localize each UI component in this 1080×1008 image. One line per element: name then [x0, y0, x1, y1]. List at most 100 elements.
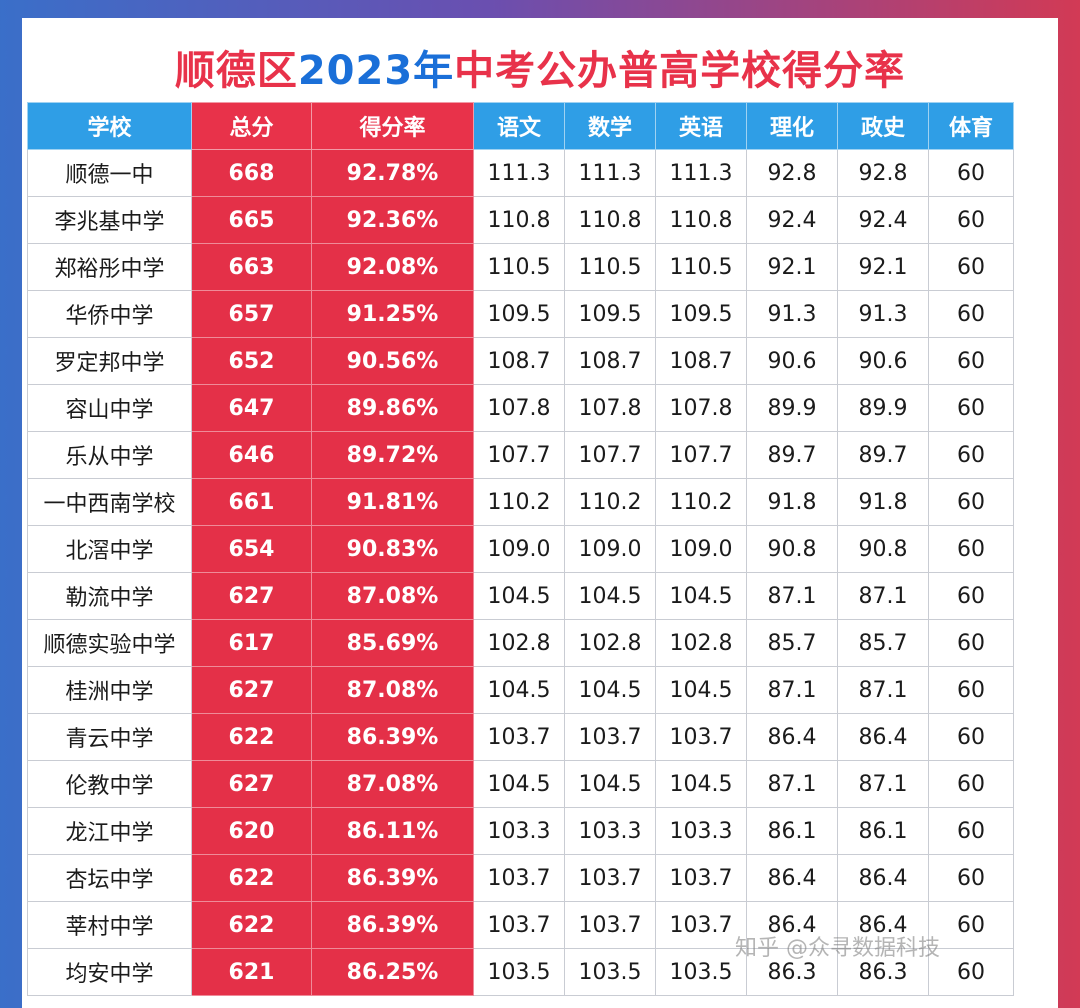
title-district: 顺德区 — [174, 48, 298, 94]
cell-total: 668 — [191, 149, 312, 197]
column-header-math: 数学 — [564, 102, 656, 150]
cell-politics: 92.8 — [837, 149, 929, 197]
table-row: 勒流中学 627 87.08% 104.5 104.5 104.5 87.1 87.1 60 — [27, 572, 1014, 620]
cell-math: 103.5 — [564, 948, 656, 996]
cell-politics: 89.9 — [837, 384, 929, 432]
cell-english: 109.5 — [655, 290, 747, 338]
cell-chinese: 103.3 — [473, 807, 565, 855]
table-row: 李兆基中学 665 92.36% 110.8 110.8 110.8 92.4 92.4 60 — [27, 196, 1014, 244]
cell-total: 654 — [191, 525, 312, 573]
cell-chinese: 102.8 — [473, 619, 565, 667]
cell-politics: 86.3 — [837, 948, 929, 996]
cell-politics: 87.1 — [837, 760, 929, 808]
cell-math: 103.7 — [564, 713, 656, 761]
cell-physchem: 86.4 — [746, 854, 838, 902]
cell-total: 647 — [191, 384, 312, 432]
cell-english: 104.5 — [655, 666, 747, 714]
cell-chinese: 107.7 — [473, 431, 565, 479]
cell-english: 103.3 — [655, 807, 747, 855]
cell-total: 646 — [191, 431, 312, 479]
cell-school: 均安中学 — [27, 948, 192, 996]
column-header-pe: 体育 — [928, 102, 1014, 150]
cell-math: 110.5 — [564, 243, 656, 291]
cell-chinese: 103.7 — [473, 854, 565, 902]
cell-politics: 89.7 — [837, 431, 929, 479]
title-year: 2023年 — [297, 48, 455, 94]
table-body: 顺德一中 668 92.78% 111.3 111.3 111.3 92.8 92.8 60 李兆… — [27, 149, 1014, 996]
cell-physchem: 89.9 — [746, 384, 838, 432]
table-header-row: 学校 总分 得分率 语文 数学 英语 理化 政史 体育 — [27, 102, 1014, 150]
cell-rate: 87.08% — [311, 760, 474, 808]
cell-math: 109.5 — [564, 290, 656, 338]
cell-pe: 60 — [928, 619, 1014, 667]
cell-pe: 60 — [928, 337, 1014, 385]
cell-chinese: 109.5 — [473, 290, 565, 338]
cell-chinese: 104.5 — [473, 760, 565, 808]
cell-physchem: 86.1 — [746, 807, 838, 855]
cell-politics: 85.7 — [837, 619, 929, 667]
cell-rate: 91.25% — [311, 290, 474, 338]
cell-rate: 85.69% — [311, 619, 474, 667]
cell-school: 北滘中学 — [27, 525, 192, 573]
cell-politics: 90.6 — [837, 337, 929, 385]
cell-chinese: 103.5 — [473, 948, 565, 996]
cell-chinese: 107.8 — [473, 384, 565, 432]
cell-school: 莘村中学 — [27, 901, 192, 949]
table-row: 罗定邦中学 652 90.56% 108.7 108.7 108.7 90.6 90.6 60 — [27, 337, 1014, 385]
cell-physchem: 91.8 — [746, 478, 838, 526]
cell-school: 勒流中学 — [27, 572, 192, 620]
cell-english: 111.3 — [655, 149, 747, 197]
cell-politics: 86.4 — [837, 854, 929, 902]
watermark: 知乎 @众寻数据科技 — [735, 936, 940, 961]
cell-total: 663 — [191, 243, 312, 291]
cell-english: 109.0 — [655, 525, 747, 573]
column-header-english: 英语 — [655, 102, 747, 150]
cell-school: 郑裕彤中学 — [27, 243, 192, 291]
cell-chinese: 110.5 — [473, 243, 565, 291]
column-header-total: 总分 — [191, 102, 312, 150]
cell-physchem: 86.4 — [746, 713, 838, 761]
cell-pe: 60 — [928, 149, 1014, 197]
cell-school: 顺德一中 — [27, 149, 192, 197]
cell-math: 110.2 — [564, 478, 656, 526]
cell-school: 顺德实验中学 — [27, 619, 192, 667]
cell-chinese: 110.2 — [473, 478, 565, 526]
cell-pe: 60 — [928, 478, 1014, 526]
cell-math: 108.7 — [564, 337, 656, 385]
table-row: 龙江中学 620 86.11% 103.3 103.3 103.3 86.1 86.1 60 — [27, 807, 1014, 855]
cell-math: 103.7 — [564, 901, 656, 949]
cell-pe: 60 — [928, 384, 1014, 432]
cell-english: 110.5 — [655, 243, 747, 291]
cell-chinese: 103.7 — [473, 713, 565, 761]
table-row: 青云中学 622 86.39% 103.7 103.7 103.7 86.4 86.4 60 — [27, 713, 1014, 761]
cell-pe: 60 — [928, 760, 1014, 808]
cell-physchem: 87.1 — [746, 572, 838, 620]
cell-math: 103.7 — [564, 854, 656, 902]
column-header-school: 学校 — [27, 102, 192, 150]
cell-rate: 89.72% — [311, 431, 474, 479]
table-row: 北滘中学 654 90.83% 109.0 109.0 109.0 90.8 90.8 60 — [27, 525, 1014, 573]
cell-math: 102.8 — [564, 619, 656, 667]
score-table: 学校 总分 得分率 语文 数学 英语 理化 政史 体育 顺德一中 668 92.78% 111.3 11… — [27, 102, 1014, 996]
cell-rate: 92.78% — [311, 149, 474, 197]
table-row: 顺德实验中学 617 85.69% 102.8 102.8 102.8 85.7 85.7 60 — [27, 619, 1014, 667]
cell-rate: 92.36% — [311, 196, 474, 244]
cell-total: 661 — [191, 478, 312, 526]
column-header-rate: 得分率 — [311, 102, 474, 150]
table-row: 桂洲中学 627 87.08% 104.5 104.5 104.5 87.1 87.1 60 — [27, 666, 1014, 714]
cell-pe: 60 — [928, 901, 1014, 949]
cell-rate: 87.08% — [311, 666, 474, 714]
cell-school: 罗定邦中学 — [27, 337, 192, 385]
table-row: 莘村中学 622 86.39% 103.7 103.7 103.7 86.4 86.4 60 — [27, 901, 1014, 949]
table-row: 杏坛中学 622 86.39% 103.7 103.7 103.7 86.4 86.4 60 — [27, 854, 1014, 902]
cell-english: 108.7 — [655, 337, 747, 385]
cell-math: 103.3 — [564, 807, 656, 855]
cell-school: 伦教中学 — [27, 760, 192, 808]
cell-politics: 92.4 — [837, 196, 929, 244]
cell-english: 103.7 — [655, 901, 747, 949]
cell-chinese: 108.7 — [473, 337, 565, 385]
table-row: 乐从中学 646 89.72% 107.7 107.7 107.7 89.7 89.7 60 — [27, 431, 1014, 479]
table-row: 郑裕彤中学 663 92.08% 110.5 110.5 110.5 92.1 92.1 60 — [27, 243, 1014, 291]
cell-pe: 60 — [928, 854, 1014, 902]
cell-physchem: 86.3 — [746, 948, 838, 996]
